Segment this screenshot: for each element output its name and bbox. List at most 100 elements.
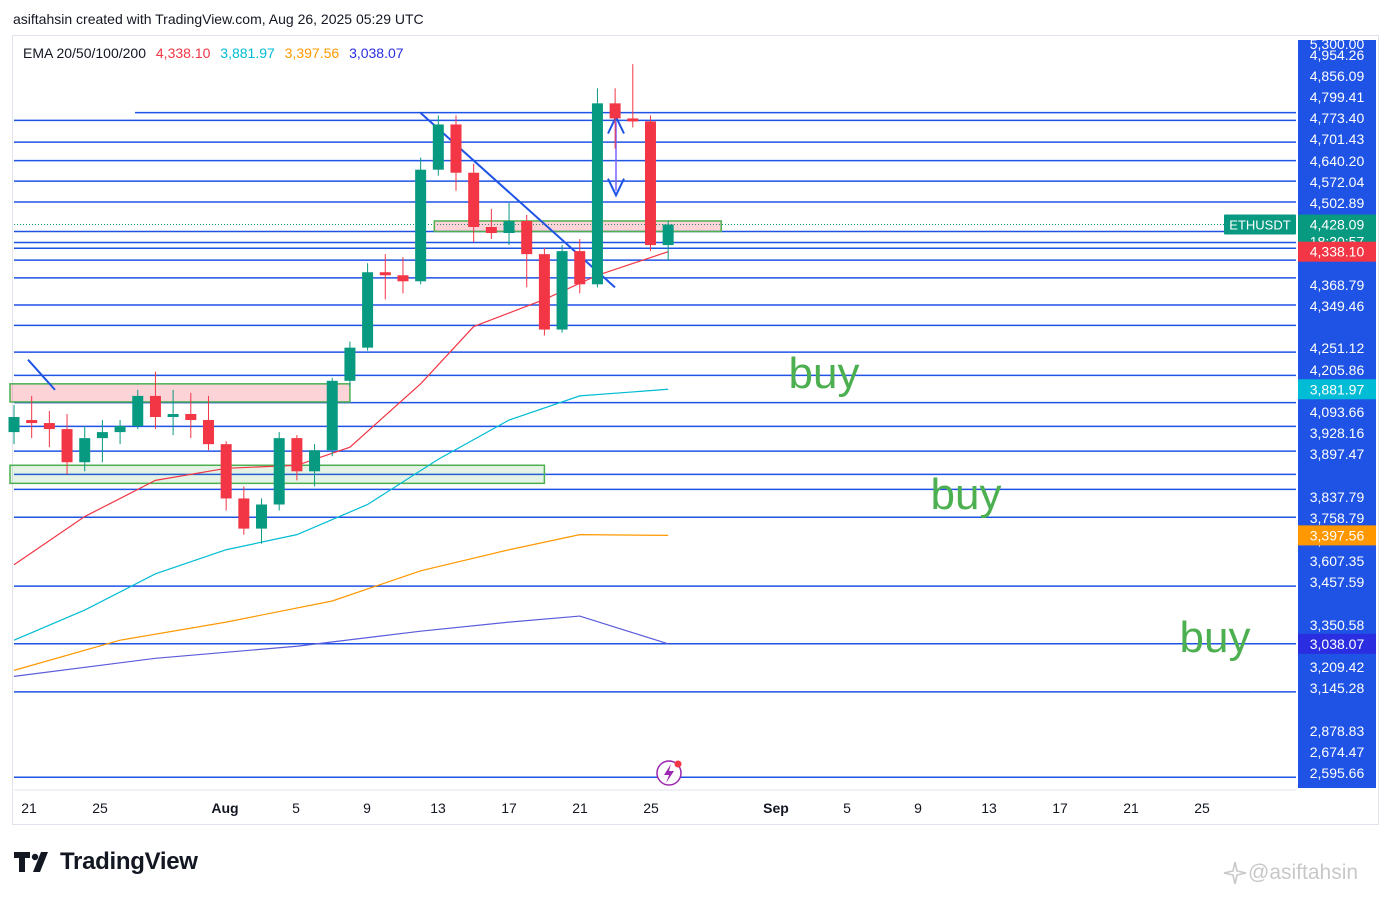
candle-body (379, 272, 391, 276)
last-price-label: 4,428.09 (1310, 217, 1365, 233)
candle-body (415, 169, 427, 282)
time-tick-label: Sep (763, 800, 789, 816)
chart-header: asiftahsin created with TradingView.com,… (13, 11, 424, 27)
candle-body (362, 272, 374, 348)
author-watermark: @asiftahsin (1222, 860, 1358, 886)
time-tick-label: 17 (1052, 800, 1068, 816)
price-tick-label: 3,758.79 (1310, 510, 1365, 526)
ema-price-label: 4,338.10 (1310, 244, 1365, 260)
candles (8, 64, 674, 544)
price-tick-label: 4,205.86 (1310, 362, 1365, 378)
candle-body (326, 380, 338, 451)
ema-price-tag (1298, 525, 1376, 546)
price-tick-label: 4,954.26 (1310, 47, 1365, 63)
ema-price-tag (1298, 379, 1376, 400)
tradingview-logo-icon (14, 852, 48, 872)
annotations: buy buy buy ETHUSDT (656, 214, 1296, 786)
buy-annotation: buy (789, 349, 860, 398)
candle-body (238, 498, 250, 529)
price-tick-label: 5,300.00 (1310, 36, 1365, 52)
ema-line (13, 615, 669, 677)
time-tick-label: 25 (1194, 800, 1210, 816)
brand-name: TradingView (60, 848, 198, 875)
buy-annotation: buy (931, 470, 1002, 519)
ema-line (13, 534, 669, 671)
candle-body (450, 124, 462, 173)
candle-body (468, 172, 480, 227)
time-tick-label: 21 (1123, 800, 1139, 816)
ema-price-tag (1298, 633, 1376, 654)
symbol-tag (1224, 214, 1296, 235)
price-tick-label: 3,145.28 (1310, 680, 1365, 696)
candle-body (185, 414, 197, 421)
price-tick-label: 2,674.47 (1310, 744, 1365, 760)
price-tick-label: 3,607.35 (1310, 553, 1365, 569)
candle-body (291, 438, 303, 472)
notification-dot (674, 760, 682, 768)
ema200-value: 3,038.07 (349, 45, 404, 61)
price-tick-label: 4,502.89 (1310, 195, 1365, 211)
price-tick-label: 4,093.66 (1310, 404, 1365, 420)
candle-body (61, 429, 73, 463)
price-tick-label: 4,799.41 (1310, 89, 1365, 105)
price-tick-label: 4,773.40 (1310, 110, 1365, 126)
time-tick-label: 25 (643, 800, 659, 816)
watermark-text: @asiftahsin (1248, 861, 1359, 884)
price-tick-label: 4,349.46 (1310, 298, 1365, 314)
time-tick-label: 17 (501, 800, 517, 816)
time-tick-label: 5 (843, 800, 851, 816)
time-tick-label: 9 (914, 800, 922, 816)
candle-body (397, 275, 409, 282)
candle-body (202, 420, 214, 445)
time-tick-label: Aug (211, 800, 238, 816)
price-axis-background (1298, 40, 1376, 788)
price-tick-label: 3,209.42 (1310, 659, 1365, 675)
symbol-label: ETHUSDT (1229, 218, 1290, 233)
time-tick-label: 13 (981, 800, 997, 816)
price-tick-label: 4,251.12 (1310, 340, 1365, 356)
zone-box (9, 383, 351, 403)
price-tick-label: 4,856.09 (1310, 68, 1365, 84)
trendlines (27, 111, 625, 391)
candle-body (96, 432, 108, 439)
candle-body (538, 254, 550, 330)
time-tick-label: 13 (430, 800, 446, 816)
price-tick-label: 3,457.59 (1310, 574, 1365, 590)
candle-body (521, 220, 533, 255)
ema50-value: 3,881.97 (220, 45, 275, 61)
ema-legend: EMA 20/50/100/200 4,338.10 3,881.97 3,39… (23, 45, 410, 61)
ema-price-tag (1298, 241, 1376, 262)
candle-body (8, 417, 20, 433)
candle-body (309, 450, 321, 472)
candle-body (26, 420, 38, 424)
buy-annotation: buy (1180, 613, 1251, 662)
price-tick-label: 4,640.20 (1310, 153, 1365, 169)
ema-lines (13, 251, 669, 677)
candle-body (256, 504, 268, 529)
candle-body (627, 118, 639, 122)
candle-body (644, 121, 656, 246)
price-tick-label: 4,701.43 (1310, 131, 1365, 147)
tradingview-brand[interactable]: TradingView (14, 848, 198, 876)
candle-body (609, 103, 621, 119)
candle-body (591, 103, 603, 285)
arrow-head-down (607, 178, 625, 198)
trendline (419, 111, 616, 289)
ema-price-label: 3,397.56 (1310, 527, 1365, 543)
price-tick-label: 2,878.83 (1310, 723, 1365, 739)
price-tick-label: 3,837.79 (1310, 489, 1365, 505)
candle-body (79, 438, 91, 463)
ema100-value: 3,397.56 (284, 45, 340, 61)
candle-body (344, 347, 356, 381)
candle-body (167, 414, 179, 418)
time-tick-label: 21 (21, 800, 37, 816)
candle-body (503, 220, 515, 234)
ema-line (13, 388, 669, 641)
price-tick-label: 3,897.47 (1310, 446, 1365, 462)
price-tick-label: 3,928.16 (1310, 425, 1365, 441)
time-tick-label: 25 (92, 800, 108, 816)
time-tick-label: 21 (572, 800, 588, 816)
candle-body (485, 227, 497, 234)
ema-price-label: 3,038.07 (1310, 636, 1365, 652)
